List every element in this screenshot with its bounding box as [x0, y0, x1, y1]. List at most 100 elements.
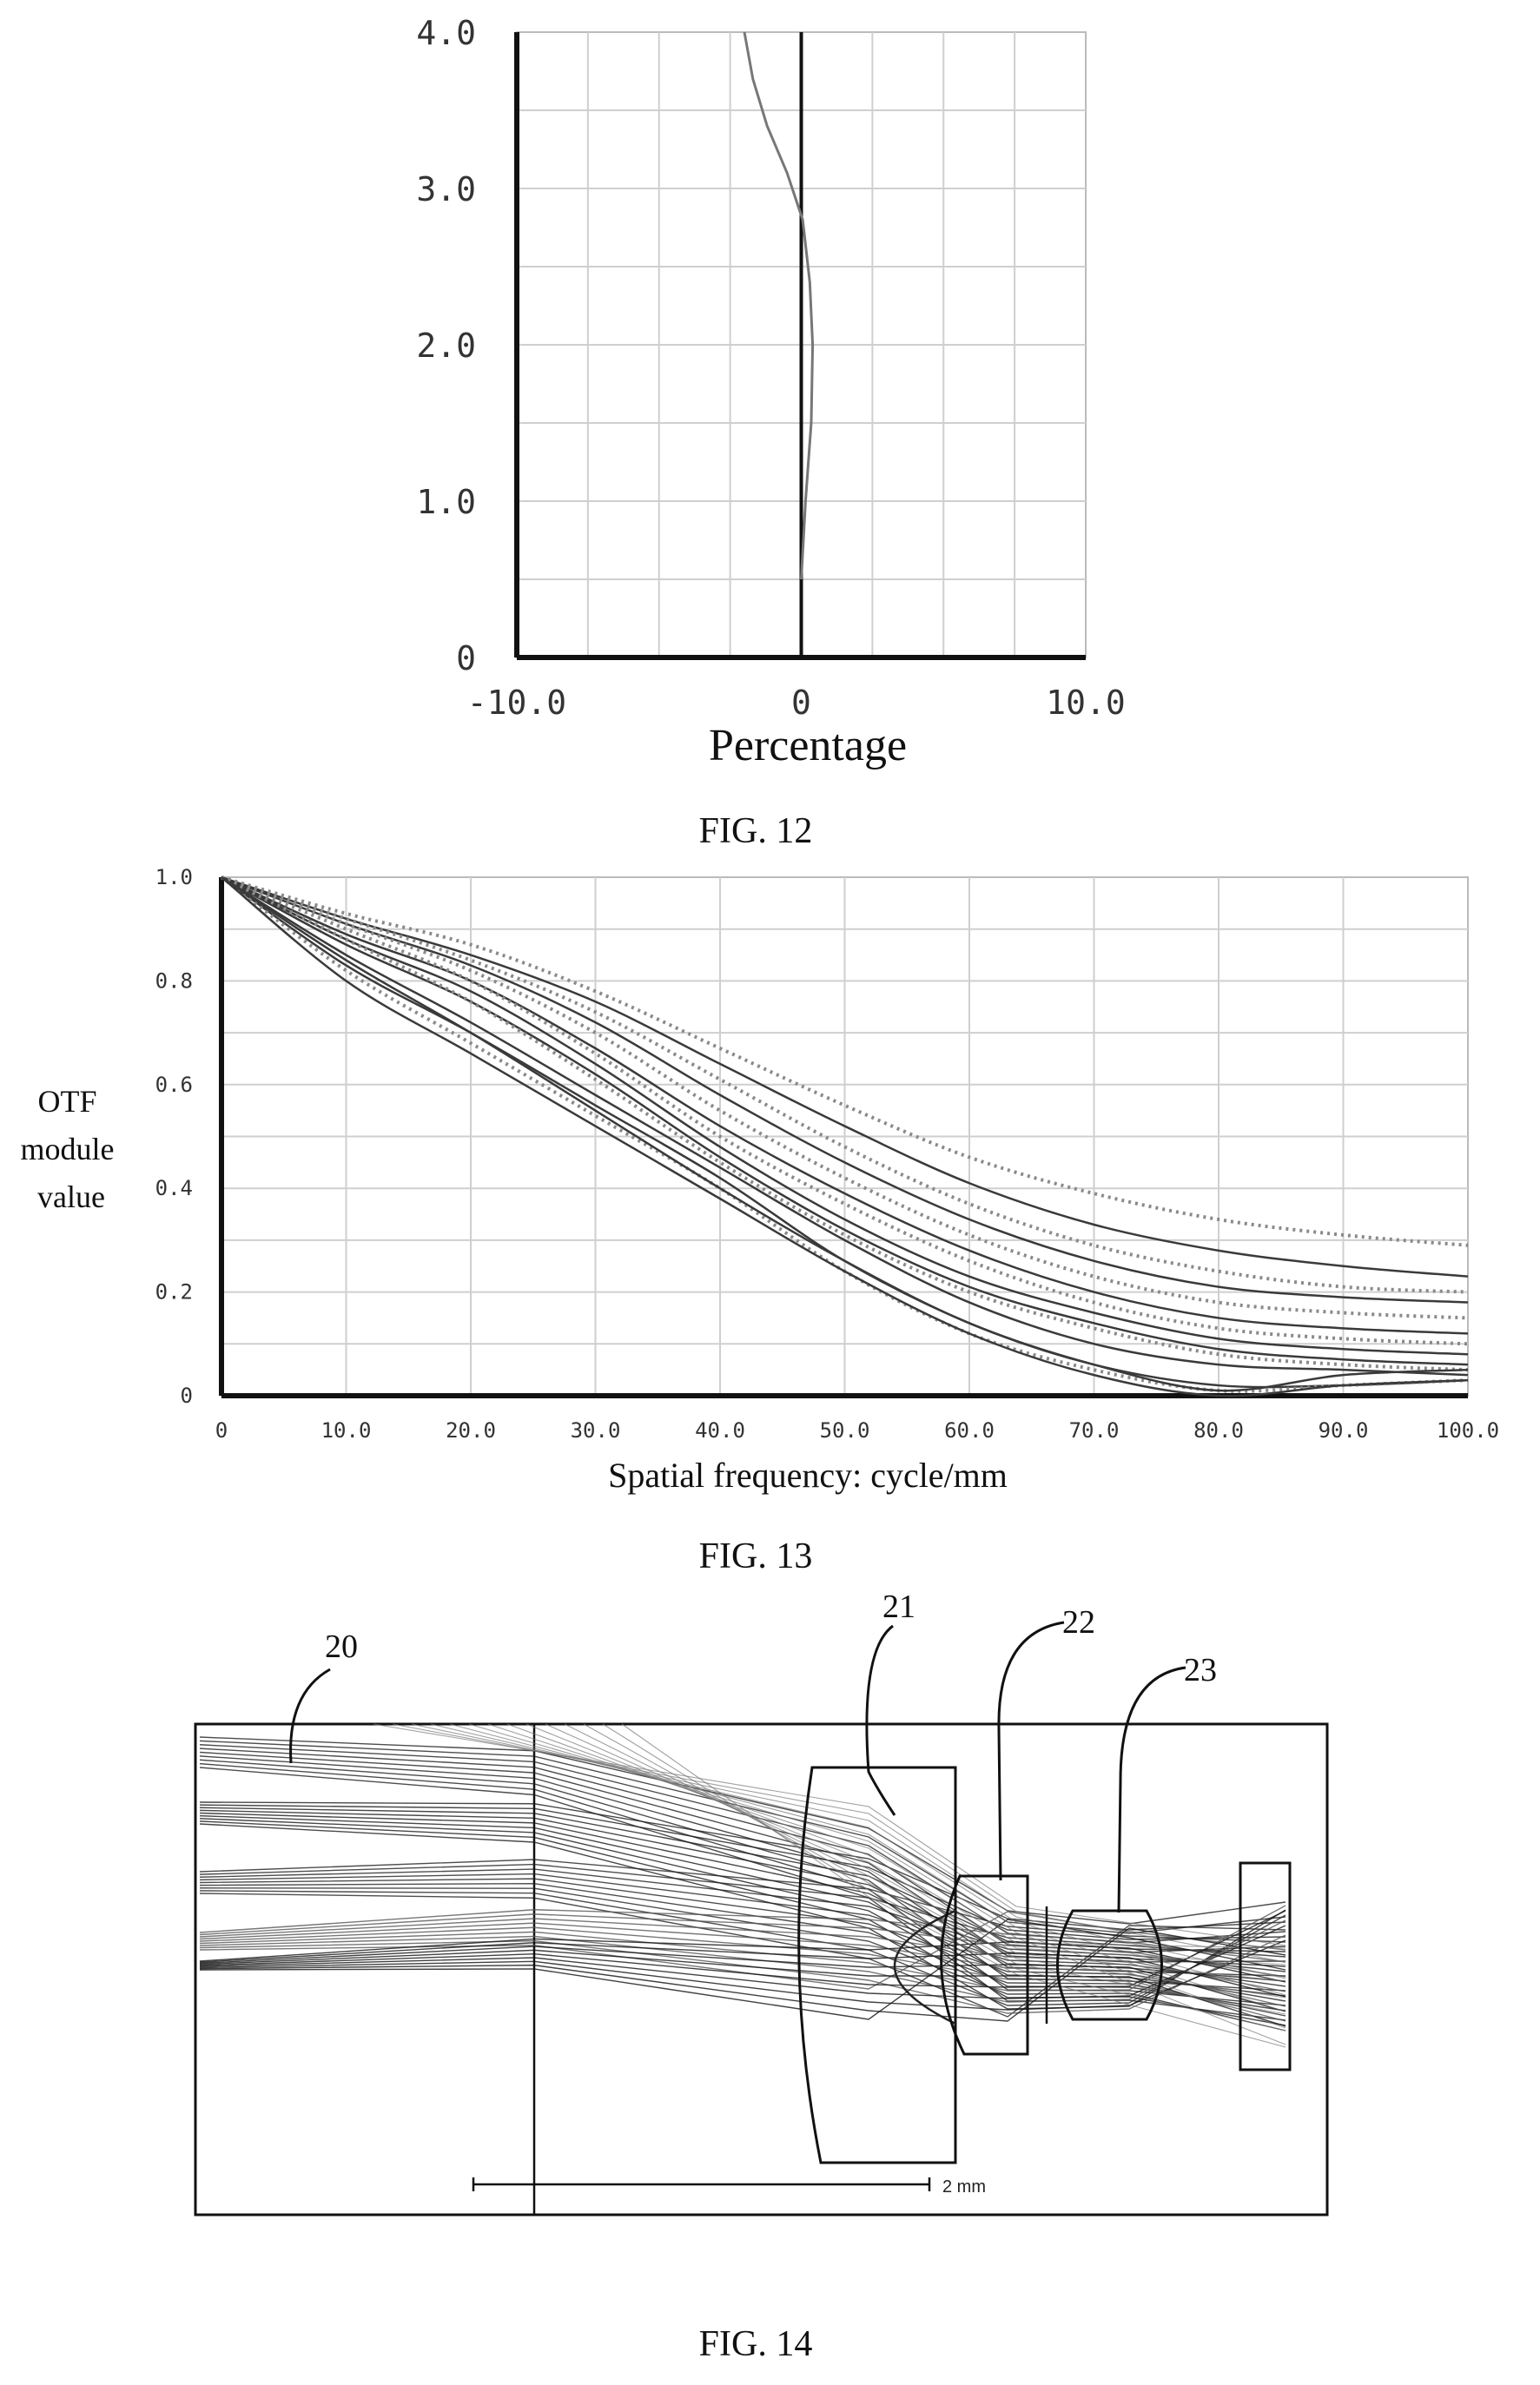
fig13-mtf-curve-11 — [221, 875, 1469, 1377]
fig14-ray — [199, 1747, 1286, 1953]
fig13-mtf-curve-10 — [221, 875, 1469, 1372]
fig14-ray — [199, 1925, 1286, 1999]
fig12-x-axis-label: Percentage — [709, 721, 907, 770]
fig12-x-tick-label: 10.0 — [1046, 684, 1126, 722]
fig13-y-tick-label: 1.0 — [155, 865, 193, 889]
fig14-ray — [199, 1922, 1286, 2007]
fig14-ray — [199, 1882, 1286, 2017]
fig12-y-ticks: 0 1.0 2.0 3.0 4.0 — [416, 14, 476, 677]
fig12-y-tick-label: 0 — [456, 639, 476, 677]
fig14-ray — [199, 1939, 1286, 2011]
fig13-mtf-curve-4 — [221, 875, 1469, 1304]
fig14-ray — [545, 1723, 1286, 1982]
fig13-mtf-curve-15 — [221, 876, 1469, 1397]
fig13-x-axis-label: Spatial frequency: cycle/mm — [608, 1456, 1008, 1495]
fig14-ray — [199, 1919, 1286, 2020]
fig14-ray — [199, 1804, 1286, 1940]
fig14-ray — [199, 1868, 1286, 1972]
fig13-y-ticks: 0 0.2 0.4 0.6 0.8 1.0 — [155, 865, 193, 1408]
fig13-x-tick-label: 100.0 — [1437, 1418, 1499, 1443]
fig14-lens-layout: 2 mm 20 21 22 23 FIG. 14 — [194, 1589, 1329, 2364]
fig14-ray — [199, 1942, 1286, 1998]
fig13-x-tick-label: 0 — [215, 1418, 228, 1443]
fig13-caption: FIG. 13 — [699, 1536, 813, 1576]
fig14-ray — [199, 1873, 1286, 1987]
fig14-ray — [199, 1859, 1286, 1943]
fig14-ray — [199, 1949, 1286, 2027]
fig13-x-tick-label: 40.0 — [695, 1418, 745, 1443]
fig13-mtf-chart: 0 0.2 0.4 0.6 0.8 1.0 0 10.0 20.0 30.0 40.0 50.0 60… — [21, 865, 1500, 1576]
fig13-x-tick-label: 80.0 — [1193, 1418, 1244, 1443]
fig12-caption: FIG. 12 — [699, 811, 813, 851]
fig13-x-tick-label: 50.0 — [820, 1418, 870, 1443]
fig14-ray — [525, 1723, 1286, 1965]
fig14-ray — [199, 1759, 1286, 1992]
fig14-lens-23 — [1056, 1909, 1163, 2021]
fig14-label-23: 23 — [1184, 1652, 1217, 1688]
fig13-x-tick-label: 60.0 — [944, 1418, 995, 1443]
fig14-lens-21-rear-surface — [893, 1909, 956, 2025]
fig14-ray — [199, 1919, 1286, 2003]
fig14-ray — [411, 1723, 1286, 1979]
fig13-x-tick-label: 70.0 — [1069, 1418, 1120, 1443]
fig13-x-ticks: 0 10.0 20.0 30.0 40.0 50.0 60.0 70.0 80.0 90.0 100… — [215, 1418, 1499, 1443]
fig14-ray — [199, 1878, 1286, 2002]
fig12-series — [743, 31, 815, 580]
fig12-distortion-chart: 0 1.0 2.0 3.0 4.0 -10.0 0 10.0 Percentage FIG.… — [416, 14, 1125, 851]
fig13-y-label-line-1: OTF — [37, 1084, 96, 1119]
fig14-lens-22 — [940, 1874, 1029, 2056]
fig12-distortion-curve — [743, 31, 815, 580]
fig14-lens-21 — [797, 1766, 957, 2164]
fig12-y-tick-label: 3.0 — [416, 170, 476, 208]
fig13-y-label-line-3: value — [37, 1179, 105, 1214]
fig14-ray — [199, 1823, 1286, 2010]
fig13-mtf-curve-8 — [221, 875, 1469, 1356]
fig14-ray — [199, 1926, 1286, 2022]
fig14-leader-22 — [997, 1621, 1065, 1881]
fig14-scale-bar-label: 2 mm — [942, 2177, 986, 2197]
fig13-mtf-curve-13 — [220, 875, 1469, 1393]
fig13-y-tick-label: 0.4 — [155, 1176, 193, 1200]
fig14-ray — [199, 1818, 1286, 2012]
fig14-ray — [199, 1918, 1286, 1992]
fig13-x-tick-label: 20.0 — [446, 1418, 496, 1443]
fig13-y-tick-label: 0.2 — [155, 1280, 193, 1305]
fig13-mtf-curve-6 — [221, 875, 1469, 1335]
fig14-ray — [199, 1905, 1286, 1992]
fig14-ray — [199, 1910, 1286, 1988]
fig14-ray — [583, 1723, 1286, 2015]
fig13-mtf-curve-3 — [221, 875, 1469, 1294]
fig13-mtf-curve-14 — [221, 875, 1469, 1392]
fig14-leader-23 — [1117, 1666, 1186, 1913]
fig13-series — [220, 875, 1469, 1397]
fig14-ray — [199, 1890, 1286, 2006]
fig14-ray — [199, 1938, 1286, 1983]
fig14-ray — [199, 1814, 1286, 1997]
fig14-ray — [621, 1723, 1286, 2048]
fig14-ray — [199, 1751, 1286, 1963]
fig13-x-tick-label: 30.0 — [571, 1418, 621, 1443]
fig14-leader-20 — [289, 1668, 331, 1764]
fig14-ray-bundles — [199, 1723, 1286, 2048]
fig14-ray — [199, 1946, 1286, 2012]
fig13-mtf-curve-9 — [221, 875, 1469, 1366]
fig14-caption: FIG. 14 — [699, 2324, 813, 2364]
fig13-mtf-curve-2 — [221, 875, 1469, 1278]
fig13-y-tick-label: 0 — [181, 1384, 193, 1408]
fig14-label-21: 21 — [882, 1589, 915, 1625]
fig14-label-20: 20 — [325, 1629, 358, 1665]
fig14-ray — [199, 1767, 1286, 2021]
fig13-y-tick-label: 0.6 — [155, 1073, 193, 1097]
fig12-y-tick-label: 1.0 — [416, 483, 476, 521]
fig14-frame — [194, 1722, 1329, 2217]
fig12-x-tick-label: -10.0 — [467, 684, 566, 722]
fig14-leader-21 — [865, 1624, 896, 1816]
fig13-mtf-curve-5 — [221, 875, 1469, 1320]
fig13-x-tick-label: 10.0 — [321, 1418, 372, 1443]
fig12-y-tick-label: 4.0 — [416, 14, 476, 52]
fig14-ray — [199, 1863, 1286, 1958]
fig12-x-tick-label: 0 — [791, 684, 811, 722]
fig14-ray — [199, 1736, 1286, 1925]
fig14-ray — [199, 1744, 1286, 1944]
